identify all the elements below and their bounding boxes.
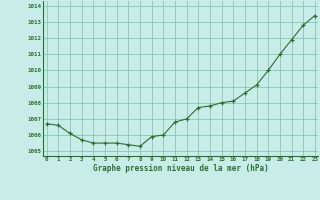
X-axis label: Graphe pression niveau de la mer (hPa): Graphe pression niveau de la mer (hPa) [93,164,269,173]
